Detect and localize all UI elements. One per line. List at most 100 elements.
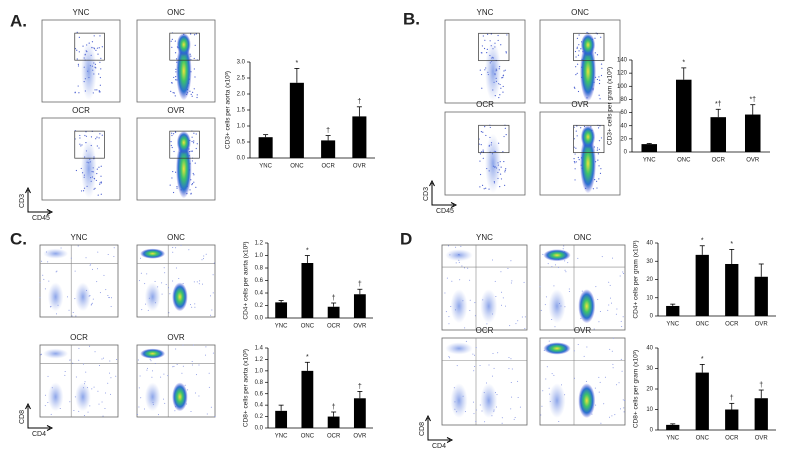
event-dot [620, 320, 622, 322]
event-dot [596, 78, 598, 81]
event-dot [448, 323, 450, 325]
event-dot [554, 264, 556, 266]
gate [169, 130, 200, 159]
event-dot [514, 416, 516, 418]
event-dot [194, 44, 196, 46]
event-dot [212, 292, 214, 294]
event-dot [93, 386, 95, 388]
event-dot [449, 357, 451, 359]
event-dot [90, 263, 92, 265]
event-dot [562, 248, 564, 250]
event-dot [190, 33, 192, 35]
density [81, 139, 97, 199]
density [445, 342, 473, 355]
event-dot [575, 130, 577, 132]
y-axis-label: CD4+ cells per aorta (x10³) [243, 241, 250, 319]
event-dot [578, 50, 580, 52]
event-dot [484, 39, 486, 41]
event-dot [595, 286, 597, 288]
density [485, 41, 501, 102]
event-dot [573, 158, 575, 160]
bar [725, 263, 739, 316]
event-dot [611, 415, 613, 417]
event-dot [600, 168, 602, 170]
event-dot [192, 172, 194, 175]
y-axis-label: CD3+ cells per gram (x10³) [607, 67, 614, 145]
y-tick-label: 20 [620, 136, 627, 142]
event-dot [100, 182, 103, 184]
event-dot [458, 261, 460, 263]
event-dot [174, 40, 176, 42]
event-dot [481, 45, 484, 47]
event-dot [194, 306, 196, 308]
event-dot [213, 262, 215, 264]
event-dot [194, 76, 196, 78]
density [548, 383, 566, 419]
event-dot [484, 126, 486, 128]
event-dot [77, 65, 80, 67]
event-dot [80, 145, 82, 147]
event-dot [485, 382, 487, 384]
event-dot [191, 140, 193, 143]
event-dot [594, 52, 596, 54]
event-dot [504, 184, 506, 186]
event-dot [176, 185, 178, 188]
plot-title: ONC [571, 8, 589, 17]
event-dot [485, 134, 487, 137]
event-dot [188, 249, 190, 251]
bar [744, 114, 761, 152]
event-dot [459, 279, 461, 281]
event-dot [90, 136, 93, 138]
x-tick-label: YNC [275, 324, 288, 330]
y-tick-label: 1.0 [255, 253, 264, 259]
density [548, 289, 566, 324]
event-dot [172, 280, 174, 282]
event-dot [198, 283, 200, 285]
arrow-head [429, 179, 435, 187]
event-dot [92, 298, 94, 300]
event-dot [189, 90, 191, 92]
event-dot [93, 35, 95, 37]
y-tick-label: 40 [620, 123, 627, 129]
event-dot [108, 297, 110, 299]
event-dot [598, 165, 600, 167]
event-dot [622, 316, 624, 318]
event-dot [586, 31, 588, 34]
y-tick-label: 0.2 [255, 303, 264, 309]
event-dot [511, 396, 513, 398]
y-tick-label: 2.0 [237, 92, 246, 98]
event-dot [539, 286, 541, 288]
x-tick-label: ONC [696, 322, 710, 328]
event-dot [91, 303, 93, 305]
event-dot [98, 47, 100, 49]
event-dot [600, 74, 603, 77]
event-dot [600, 137, 603, 139]
axis-arrow [27, 190, 50, 213]
event-dot [504, 169, 506, 171]
event-dot [621, 370, 623, 372]
event-dot [149, 358, 151, 360]
event-dot [479, 186, 481, 188]
event-dot [97, 251, 99, 253]
event-dot [67, 296, 69, 298]
flow-plot [41, 117, 121, 201]
plot-title: ONC [167, 8, 185, 17]
event-dot [47, 375, 49, 377]
event-dot [85, 257, 87, 259]
significance-mark: *† [715, 101, 722, 108]
event-dot [444, 292, 446, 294]
event-dot [521, 316, 523, 318]
event-dot [79, 134, 81, 137]
event-dot [96, 136, 98, 138]
event-dot [472, 353, 474, 355]
event-dot [494, 280, 496, 282]
event-dot [497, 39, 499, 42]
event-dot [99, 183, 101, 185]
event-dot [99, 182, 101, 184]
event-dot [96, 281, 98, 283]
event-dot [545, 378, 547, 380]
x-tick-label: OVR [755, 436, 769, 442]
event-dot [205, 346, 207, 348]
event-dot [100, 193, 102, 195]
event-dot [575, 66, 577, 68]
